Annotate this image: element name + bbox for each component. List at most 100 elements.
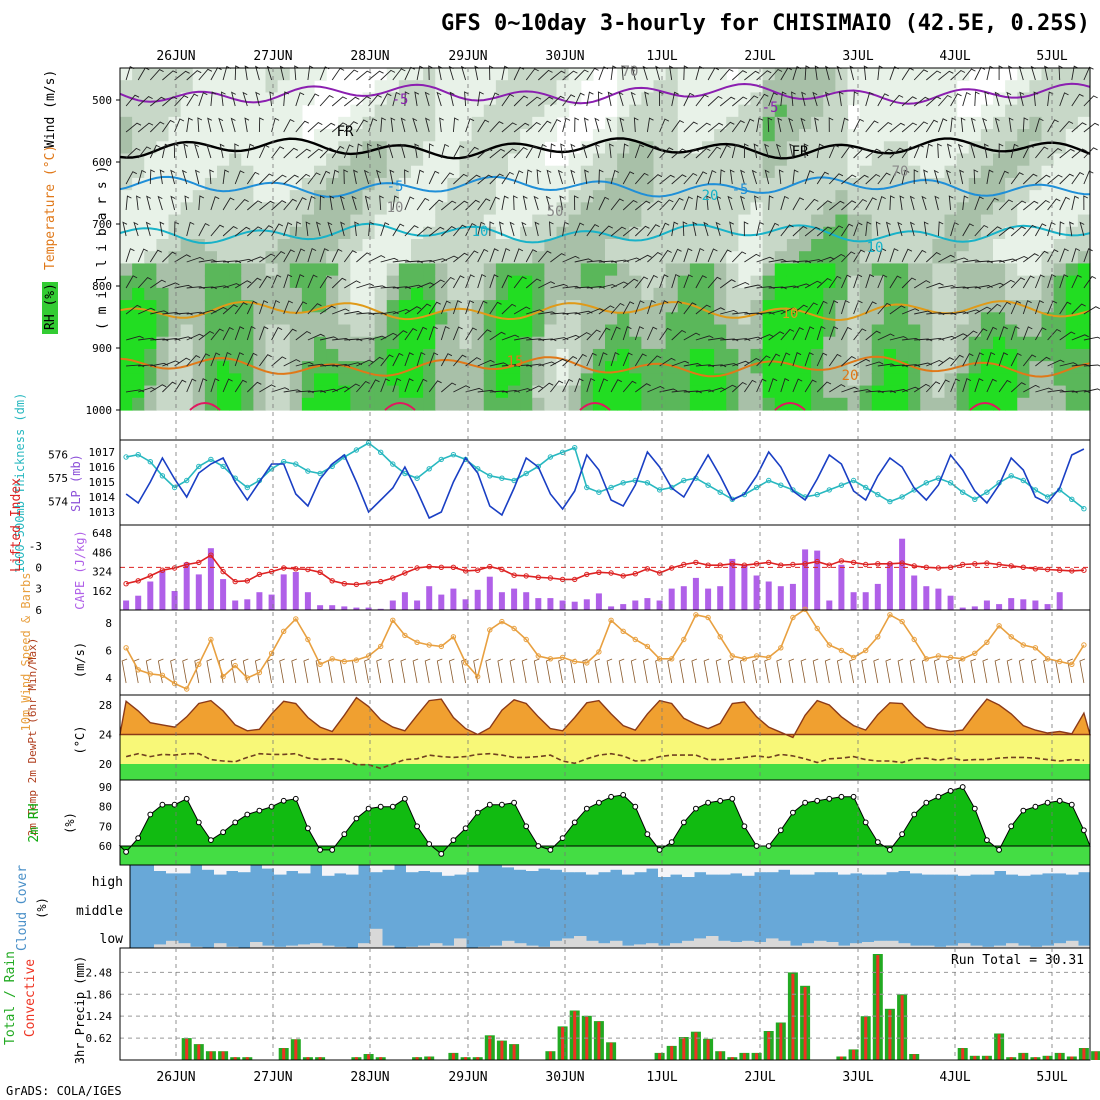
wind-barb xyxy=(744,379,757,393)
rh-cell xyxy=(508,397,521,411)
rh-cell xyxy=(641,104,655,118)
rh-cell xyxy=(374,104,388,118)
rh-cell xyxy=(1029,397,1043,411)
wind-barb xyxy=(501,389,521,393)
rh-cell xyxy=(435,177,448,191)
cloud-low-bar xyxy=(190,946,203,948)
contour-label: 10 xyxy=(387,200,404,216)
rh-cell xyxy=(811,336,824,350)
rh-cell xyxy=(435,263,448,277)
rh-cell xyxy=(411,275,424,289)
precip-conv-bar xyxy=(706,1039,710,1060)
wind-barb xyxy=(271,274,282,289)
wind-barb-10m xyxy=(679,658,685,684)
rh-cell xyxy=(738,116,752,130)
rh-cell xyxy=(944,116,958,130)
wind-barb xyxy=(534,221,540,237)
wind-barb xyxy=(283,174,299,185)
rh-cell xyxy=(277,263,291,277)
rh-cell xyxy=(1029,68,1043,81)
wind-barb xyxy=(962,91,971,107)
rh-cell xyxy=(677,312,691,326)
rh-cell xyxy=(156,373,170,387)
cloud-low-bar xyxy=(1078,945,1091,948)
cloud-low-bar xyxy=(982,946,995,948)
li-tick: 3 xyxy=(35,583,42,596)
wind-barb xyxy=(525,96,542,107)
wind-barb xyxy=(271,356,287,367)
thickness-line-marker xyxy=(1008,473,1014,479)
wind-speed-line-marker xyxy=(402,632,408,639)
wind-barb xyxy=(428,380,442,393)
wind-barb xyxy=(719,68,734,81)
rh-cell xyxy=(799,263,812,277)
cloud-low-bar xyxy=(514,943,527,948)
wind-barb xyxy=(453,275,465,289)
wind-barb xyxy=(125,248,135,263)
rh-cell xyxy=(774,68,788,81)
rh-cell xyxy=(520,373,533,387)
wind-barb xyxy=(194,143,200,159)
rh-cell xyxy=(398,116,412,130)
rh-cell xyxy=(204,275,218,289)
rh-cell xyxy=(326,324,339,338)
rh-cell xyxy=(702,80,715,94)
wind-barb xyxy=(244,117,250,133)
wind-speed-line-marker xyxy=(293,616,299,622)
wind-barb xyxy=(550,253,566,263)
rh-cell xyxy=(847,373,861,387)
rh-cell xyxy=(483,177,497,191)
rh-cell xyxy=(714,92,727,106)
rh-cell xyxy=(993,153,1006,167)
wind-barb xyxy=(719,169,726,185)
wind-barb xyxy=(926,96,942,107)
rh-cell xyxy=(799,226,812,240)
rh-cell xyxy=(738,80,752,94)
rh-cell xyxy=(217,104,230,118)
precip-conv-bar xyxy=(306,1057,310,1060)
rh-cell xyxy=(1017,348,1030,362)
rh-cell xyxy=(120,324,133,338)
rh-cell xyxy=(702,397,715,411)
temp-band-green xyxy=(120,764,1090,780)
bottom-date-label: 2JUL xyxy=(744,1070,775,1085)
rh-cell xyxy=(835,153,849,167)
rh-cell xyxy=(932,348,946,362)
rh-cell xyxy=(956,129,970,142)
wind-barb xyxy=(416,226,433,237)
wind-barb-10m xyxy=(1067,658,1073,684)
cloud-high-clear xyxy=(430,865,443,873)
rh-cell xyxy=(665,116,679,130)
rh-cell xyxy=(617,373,630,387)
rh-cell xyxy=(617,239,630,252)
rh-cell xyxy=(338,141,351,155)
cloud-low-bar xyxy=(874,940,887,948)
rh-cell xyxy=(1029,153,1043,167)
rh-cell xyxy=(1017,287,1030,301)
wind-barb xyxy=(453,200,469,211)
rh-cell xyxy=(908,348,921,362)
rh-cell xyxy=(714,251,727,265)
wind-barb xyxy=(404,352,414,367)
precip-axis-label: 3hr Precip (mm) xyxy=(73,956,87,1064)
rh-cell xyxy=(277,373,291,387)
precip-conv-bar xyxy=(1058,1053,1062,1060)
rh-cell xyxy=(944,300,958,313)
lifted-index-line-marker xyxy=(462,568,469,574)
rh-cell xyxy=(568,312,582,326)
wind-barb xyxy=(780,91,787,107)
rh-cell xyxy=(823,177,836,191)
rh-cell xyxy=(265,263,279,277)
wind-barb xyxy=(986,197,999,211)
rh-cell xyxy=(532,129,545,142)
rh-cell xyxy=(786,312,800,326)
rh-cell xyxy=(156,397,170,411)
rh-cell xyxy=(1029,348,1043,362)
wind-barb xyxy=(1010,172,1024,185)
wind-barb xyxy=(804,65,811,81)
rh-cell xyxy=(350,275,364,289)
wind-speed-line-marker xyxy=(826,642,832,648)
rh-cell xyxy=(714,104,727,118)
pressure-tick-label: 600 xyxy=(92,156,112,169)
wind-barb xyxy=(428,279,445,289)
